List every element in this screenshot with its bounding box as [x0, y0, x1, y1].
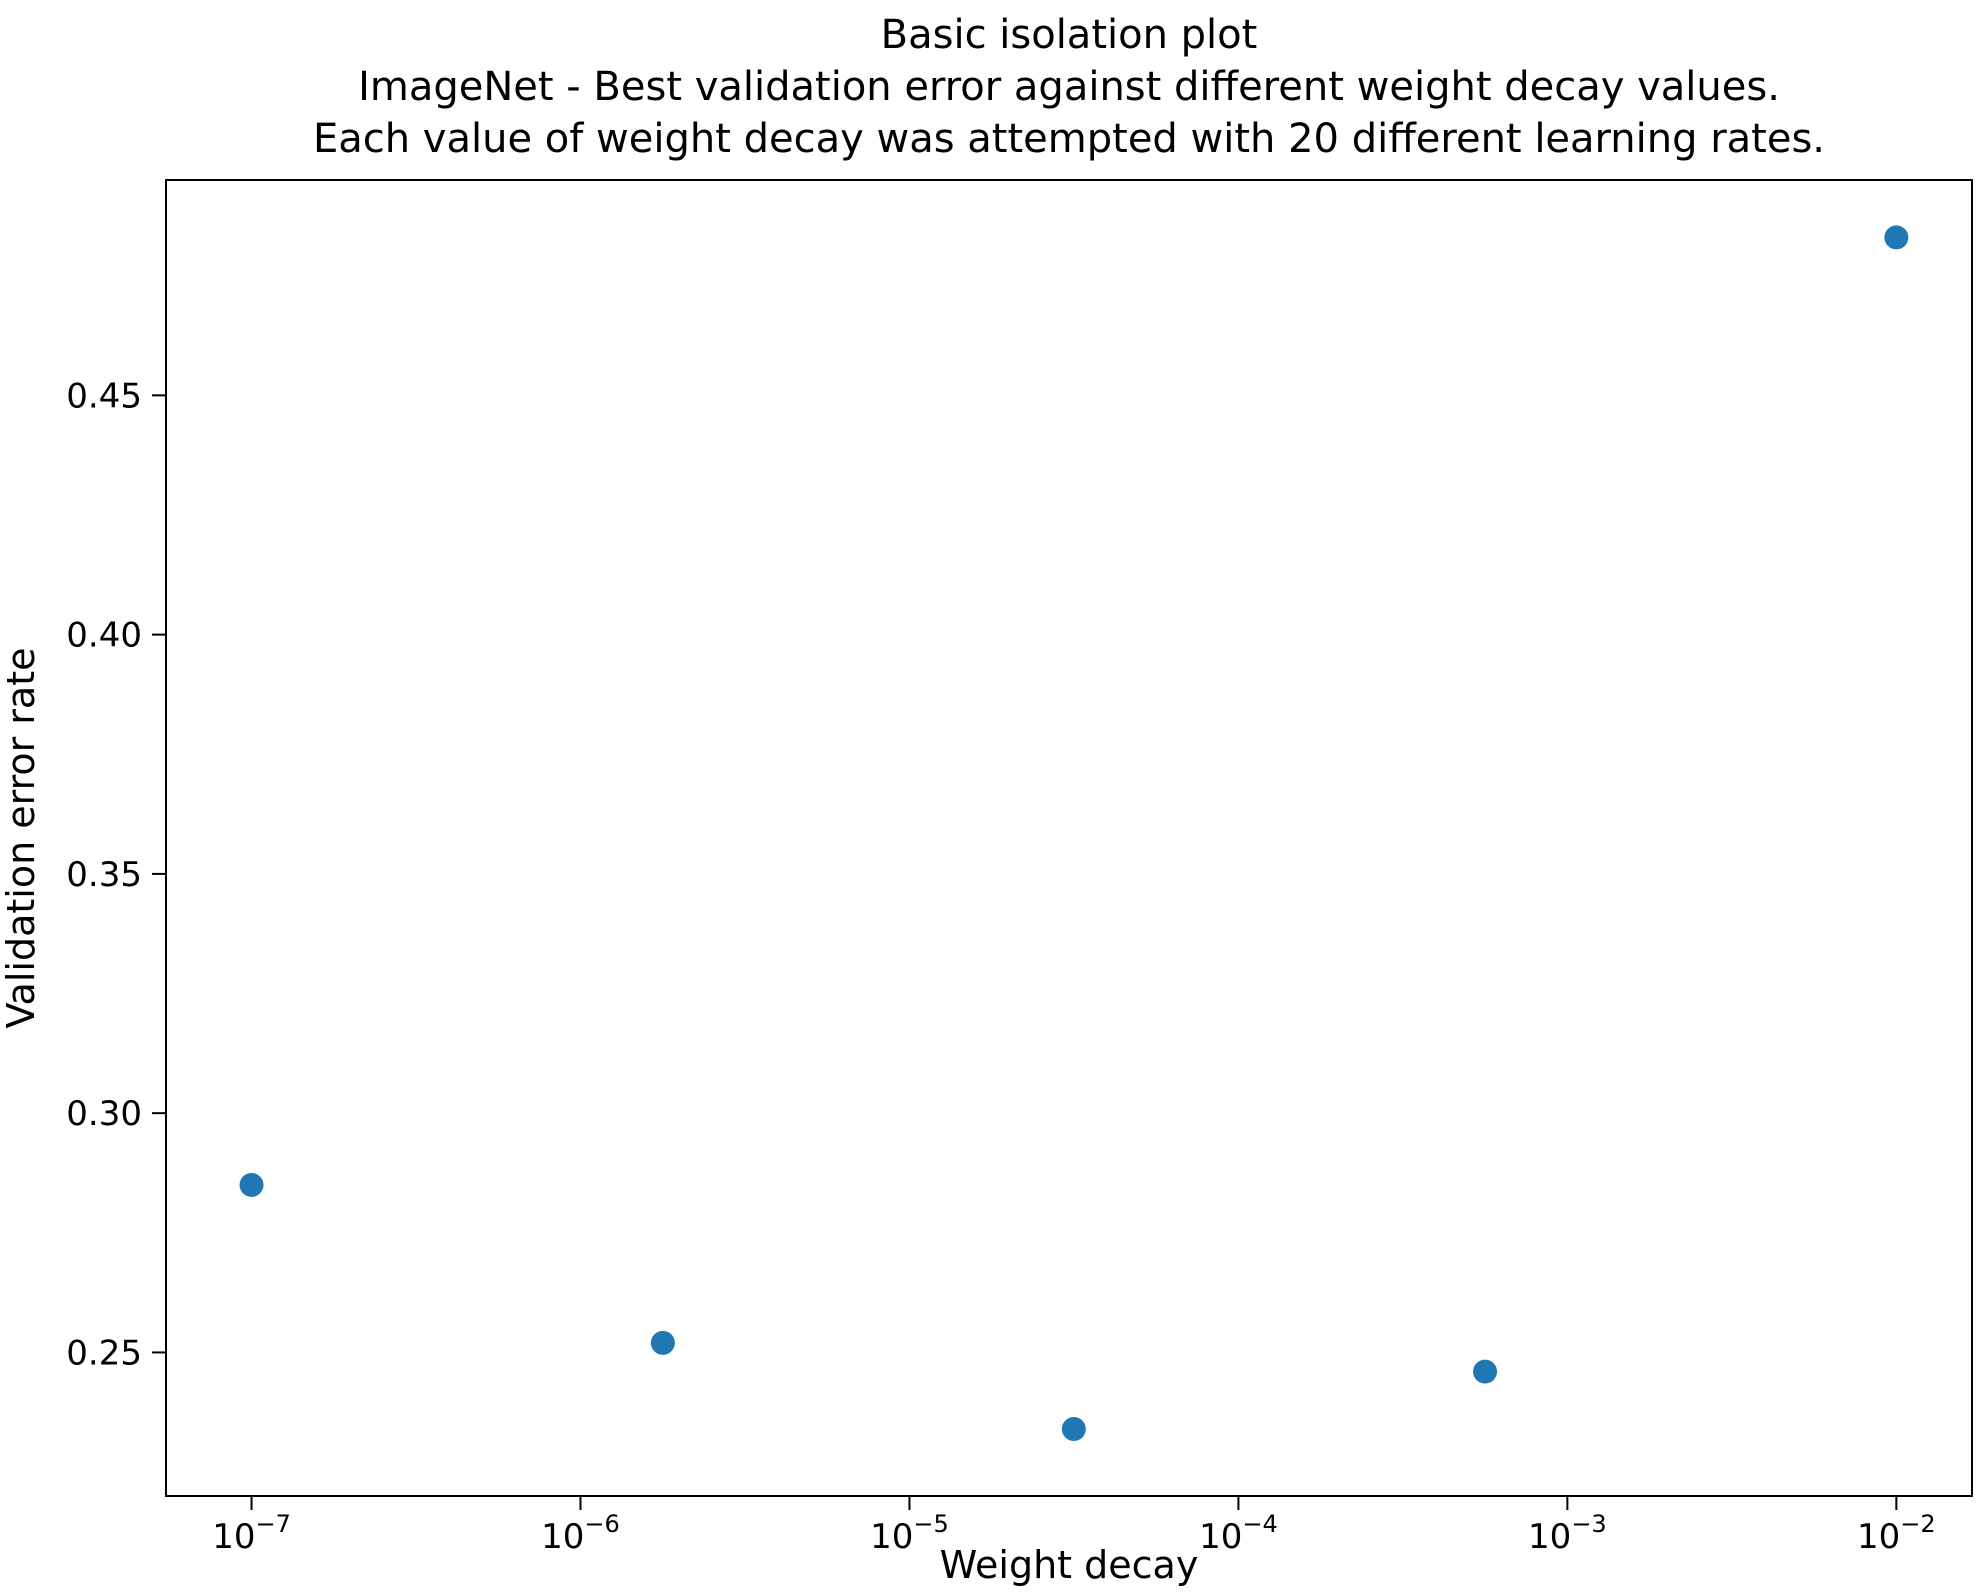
scatter-point — [650, 1330, 675, 1355]
x-tick-label: 10−2 — [1857, 1510, 1936, 1557]
x-tick-label: 10−5 — [870, 1510, 949, 1557]
chart-title: Basic isolation plot — [881, 12, 1258, 58]
scatter-points-layer — [239, 225, 1909, 1442]
x-tick-label: 10−6 — [541, 1510, 620, 1557]
y-axis-label: Validation error rate — [0, 648, 43, 1029]
x-tick-label: 10−7 — [212, 1510, 291, 1557]
y-tick-label: 0.45 — [66, 376, 142, 416]
scatter-point — [1884, 225, 1909, 250]
y-tick-label: 0.35 — [66, 855, 142, 895]
y-tick-label: 0.25 — [66, 1333, 142, 1373]
ticks-layer: 10−7 10−6 10−5 10−4 10−3 10−2 0.25 0.30 0.35 0.40… — [66, 376, 1935, 1557]
scatter-point — [239, 1172, 264, 1197]
scatter-point — [1061, 1417, 1086, 1442]
x-tick-label: 10−4 — [1199, 1510, 1278, 1557]
chart-subtitle-1: ImageNet - Best validation error against… — [358, 64, 1780, 110]
scatter-point — [1473, 1359, 1498, 1384]
x-tick-label: 10−3 — [1528, 1510, 1607, 1557]
x-axis-label: Weight decay — [940, 1543, 1199, 1587]
chart-subtitle-2: Each value of weight decay was attempted… — [313, 116, 1825, 162]
y-tick-label: 0.40 — [66, 616, 142, 656]
plot-area-frame — [165, 179, 1973, 1497]
y-tick-label: 0.30 — [66, 1094, 142, 1134]
